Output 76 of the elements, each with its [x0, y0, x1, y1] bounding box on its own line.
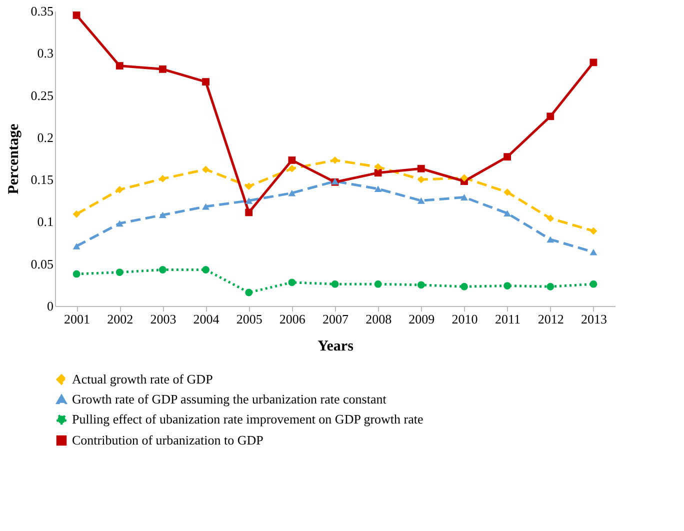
- point: [504, 282, 512, 290]
- point: [288, 278, 296, 286]
- point: [288, 190, 296, 196]
- point: [202, 166, 210, 174]
- point: [417, 197, 425, 204]
- point: [546, 112, 554, 120]
- point: [158, 212, 166, 218]
- point: [116, 220, 124, 227]
- point: [546, 214, 554, 222]
- point: [331, 280, 339, 288]
- x-tick-label: 2007: [322, 312, 349, 326]
- point: [72, 12, 80, 19]
- point: [116, 62, 124, 70]
- x-tick-label: 2012: [538, 312, 564, 326]
- x-tick-label: 2002: [107, 312, 134, 326]
- point: [374, 169, 382, 177]
- point: [504, 210, 512, 216]
- point: [460, 194, 468, 200]
- y-tick-label: 0.05: [30, 256, 54, 272]
- point: [116, 186, 124, 194]
- y-tick-label: 0.3: [37, 46, 54, 61]
- point: [374, 280, 382, 288]
- x-axis-title: Years: [318, 338, 354, 354]
- x-tick-label: 2003: [150, 312, 176, 326]
- point: [417, 164, 425, 172]
- point: [158, 266, 166, 274]
- x-tick-label: 2005: [236, 312, 262, 326]
- legend-label: Actual growth rate of GDP: [72, 372, 213, 386]
- x-tick-label: 2004: [193, 312, 220, 326]
- y-tick-label: 0.2: [37, 130, 54, 145]
- point: [590, 248, 598, 256]
- x-tick-label: 2010: [452, 312, 478, 326]
- point: [288, 156, 296, 164]
- y-tick-label: 0.25: [30, 88, 54, 103]
- point: [417, 176, 425, 184]
- point: [546, 236, 554, 243]
- x-tick-label: 2001: [64, 312, 90, 326]
- legend-label: Contribution of urbanization to GDP: [72, 432, 264, 448]
- point: [158, 175, 166, 182]
- y-axis-title: Percentage: [6, 123, 22, 194]
- point: [504, 188, 512, 196]
- point: [202, 266, 210, 274]
- y-tick-label: 0.15: [30, 172, 54, 188]
- x-tick-label: 2008: [366, 312, 392, 326]
- point: [590, 280, 598, 288]
- point: [288, 164, 296, 172]
- point: [374, 163, 382, 171]
- point: [460, 282, 468, 290]
- point: [590, 227, 598, 235]
- point: [590, 58, 598, 66]
- legend-label: Growth rate of GDP assuming the urbanization rate constant: [72, 392, 387, 406]
- point: [546, 282, 554, 290]
- y-tick-label: 0.1: [37, 214, 54, 230]
- point: [504, 153, 512, 161]
- point: [72, 270, 80, 278]
- point: [202, 203, 210, 210]
- point: [72, 242, 80, 250]
- legend-label: Pulling effect of ubanization rate improvement on GDP growth rate: [72, 412, 424, 426]
- point: [417, 281, 425, 289]
- x-tick-label: 2011: [495, 312, 521, 326]
- point: [158, 65, 166, 73]
- point: [245, 182, 253, 190]
- point: [245, 288, 253, 296]
- y-tick-label: 0: [47, 298, 54, 314]
- point: [116, 268, 124, 276]
- y-tick-label: 0.35: [30, 4, 54, 18]
- point: [460, 174, 468, 182]
- point: [245, 208, 253, 216]
- point: [72, 210, 80, 218]
- x-tick-label: 2009: [408, 312, 435, 326]
- x-tick-label: 2013: [580, 312, 607, 326]
- x-tick-label: 2006: [279, 312, 306, 326]
- point: [374, 186, 382, 192]
- point: [331, 156, 339, 164]
- point: [245, 197, 253, 204]
- point: [202, 78, 210, 86]
